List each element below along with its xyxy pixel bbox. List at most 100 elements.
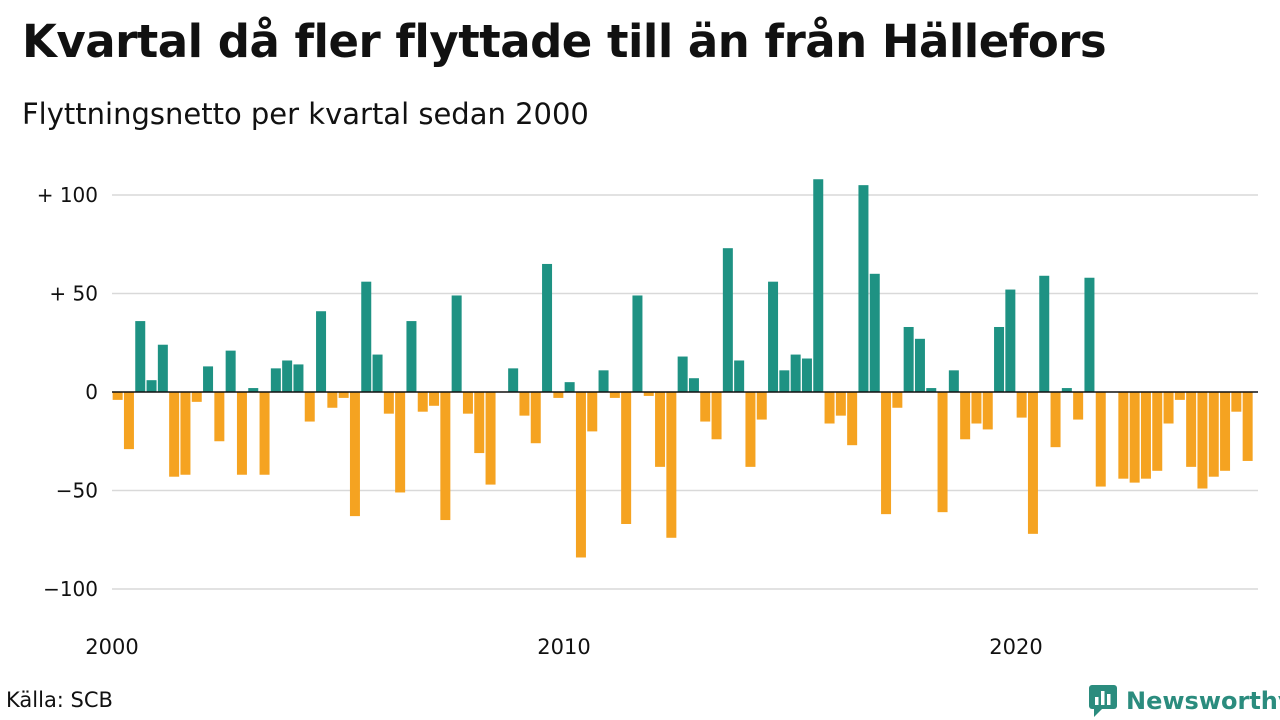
axes: + 100 + 50 0 −50 −100 2000 2010 2020 bbox=[37, 183, 1258, 659]
bar bbox=[700, 392, 711, 422]
y-tick-label: + 50 bbox=[49, 282, 98, 306]
bar bbox=[157, 344, 168, 392]
newsworthy-logo: Newsworthy bbox=[1088, 684, 1280, 718]
bar bbox=[1208, 392, 1219, 477]
bar bbox=[937, 392, 948, 513]
bar bbox=[1220, 392, 1231, 471]
bar bbox=[462, 392, 473, 414]
bar bbox=[666, 392, 677, 538]
bar bbox=[508, 368, 519, 392]
bar bbox=[429, 392, 440, 406]
bar bbox=[926, 388, 937, 392]
bar bbox=[270, 368, 281, 392]
bar bbox=[1095, 392, 1106, 487]
bar bbox=[564, 382, 575, 392]
bar bbox=[225, 350, 236, 392]
bar bbox=[813, 179, 824, 392]
bar bbox=[587, 392, 598, 432]
bar bbox=[869, 273, 880, 392]
bar bbox=[316, 311, 327, 392]
bar bbox=[643, 392, 654, 396]
bar bbox=[655, 392, 666, 467]
bar bbox=[711, 392, 722, 440]
bar bbox=[971, 392, 982, 424]
bar-chart-speech-bubble-icon bbox=[1089, 685, 1117, 717]
bar bbox=[123, 392, 134, 450]
chart-title: Kvartal då fler flyttade till än från Hä… bbox=[22, 15, 1107, 68]
bar bbox=[1039, 275, 1050, 392]
bar bbox=[960, 392, 971, 440]
bar bbox=[304, 392, 315, 422]
bar bbox=[214, 392, 225, 442]
bar bbox=[236, 392, 247, 475]
bar bbox=[519, 392, 530, 416]
bar bbox=[892, 392, 903, 408]
bar bbox=[553, 392, 564, 398]
bar bbox=[1163, 392, 1174, 424]
bar bbox=[406, 321, 417, 392]
bar bbox=[948, 370, 959, 392]
bar bbox=[575, 392, 586, 558]
brand-name: Newsworthy bbox=[1126, 687, 1280, 715]
bar bbox=[349, 392, 360, 517]
bars bbox=[112, 179, 1253, 558]
bar bbox=[688, 378, 699, 392]
y-tick-label: −100 bbox=[43, 577, 98, 601]
bar bbox=[621, 392, 632, 524]
bar bbox=[1118, 392, 1129, 479]
bar bbox=[982, 392, 993, 430]
chart-subtitle: Flyttningsnetto per kvartal sedan 2000 bbox=[22, 97, 589, 131]
bar bbox=[824, 392, 835, 424]
bar bbox=[112, 392, 123, 400]
bar bbox=[745, 392, 756, 467]
bar bbox=[338, 392, 349, 398]
y-tick-label: + 100 bbox=[37, 183, 98, 207]
bar bbox=[1005, 289, 1016, 392]
gridlines bbox=[112, 194, 1258, 590]
bar bbox=[1050, 392, 1061, 448]
bar bbox=[847, 392, 858, 446]
bar bbox=[135, 321, 146, 392]
bar bbox=[542, 263, 553, 392]
bar bbox=[1152, 392, 1163, 471]
bar bbox=[835, 392, 846, 416]
bar bbox=[485, 392, 496, 485]
bar bbox=[395, 392, 406, 493]
bar bbox=[1027, 392, 1038, 534]
bar bbox=[1197, 392, 1208, 489]
bar bbox=[790, 354, 801, 392]
bar bbox=[1129, 392, 1140, 483]
x-tick-label: 2000 bbox=[85, 635, 138, 659]
bar bbox=[1231, 392, 1242, 412]
bar bbox=[756, 392, 767, 420]
bar bbox=[858, 185, 869, 392]
bar bbox=[451, 295, 462, 392]
y-tick-label: −50 bbox=[56, 479, 98, 503]
bar bbox=[169, 392, 180, 477]
bar bbox=[417, 392, 428, 412]
bar bbox=[722, 248, 733, 392]
bar bbox=[180, 392, 191, 475]
bar bbox=[259, 392, 270, 475]
bar bbox=[327, 392, 338, 408]
bar bbox=[598, 370, 609, 392]
bar bbox=[677, 356, 688, 392]
bar bbox=[440, 392, 451, 521]
bar bbox=[1061, 388, 1072, 392]
bar bbox=[881, 392, 892, 515]
bar bbox=[293, 364, 304, 392]
bar-chart: + 100 + 50 0 −50 −100 2000 2010 2020 bbox=[37, 179, 1258, 659]
bar bbox=[632, 295, 643, 392]
source-note: Källa: SCB bbox=[6, 688, 113, 712]
bar bbox=[903, 326, 914, 392]
bar bbox=[1186, 392, 1197, 467]
bar bbox=[191, 392, 202, 402]
bar bbox=[474, 392, 485, 454]
bar bbox=[1140, 392, 1151, 479]
bar bbox=[383, 392, 394, 414]
bar bbox=[801, 358, 812, 392]
bar bbox=[609, 392, 620, 398]
bar bbox=[248, 388, 259, 392]
x-tick-label: 2020 bbox=[989, 635, 1042, 659]
bar bbox=[1016, 392, 1027, 418]
